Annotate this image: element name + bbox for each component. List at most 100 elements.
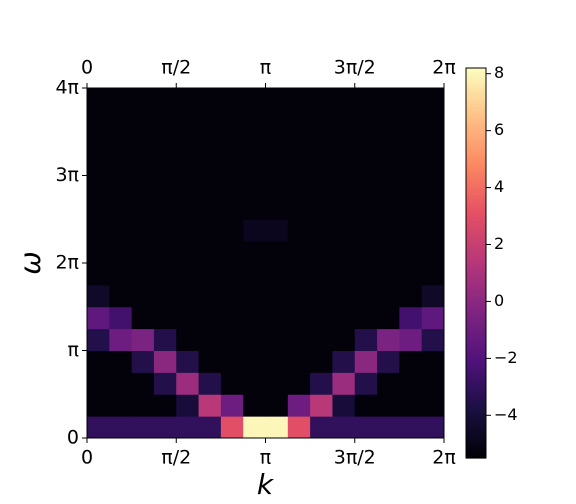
heatmap-cell (198, 197, 222, 220)
heatmap-cell (131, 175, 155, 198)
heatmap-cell (399, 350, 423, 373)
heatmap-cell (421, 284, 445, 308)
heatmap-cell (198, 306, 222, 330)
heatmap-cell (109, 175, 133, 198)
heatmap-cell (354, 175, 378, 198)
heatmap-cell (131, 131, 155, 155)
heatmap (87, 88, 445, 439)
heatmap-cell (153, 306, 177, 330)
heatmap-cell (220, 109, 244, 133)
heatmap-cell (310, 306, 333, 330)
x-tick-label-top: π (260, 57, 271, 79)
heatmap-cell (198, 175, 222, 198)
heatmap-cell (176, 109, 200, 133)
colorbar-step (466, 116, 486, 121)
colorbar-step (466, 406, 486, 410)
heatmap-cell (421, 328, 445, 351)
colorbar-step (466, 302, 486, 306)
heatmap-cell (287, 350, 311, 373)
heatmap-cell (310, 263, 333, 286)
colorbar-step (466, 81, 486, 85)
heatmap-cell (153, 416, 177, 439)
heatmap-cell (399, 328, 423, 351)
heatmap-cell (332, 219, 356, 242)
heatmap-cell (377, 131, 400, 155)
colorbar-step (466, 399, 486, 404)
heatmap-cell (176, 219, 200, 242)
heatmap-cell (287, 175, 311, 198)
heatmap-cell (243, 153, 266, 176)
colorbar-step (466, 162, 486, 167)
heatmap-cell (265, 88, 289, 111)
heatmap-cell (109, 109, 133, 133)
y-tick-label: 3π (55, 164, 79, 186)
heatmap-cell (377, 241, 400, 264)
heatmap-cell (87, 131, 110, 155)
heatmap-cell (265, 197, 289, 220)
heatmap-cell (220, 197, 244, 220)
heatmap-cell (220, 394, 244, 417)
y-axis-label: ω (14, 251, 47, 274)
heatmap-cell (377, 350, 400, 373)
heatmap-cell (198, 350, 222, 373)
heatmap-cell (198, 416, 222, 439)
heatmap-cell (399, 131, 423, 155)
colorbar-step (466, 266, 486, 271)
heatmap-cell (220, 372, 244, 395)
heatmap-cell (332, 175, 356, 198)
colorbar-step (466, 396, 486, 401)
heatmap-cell (265, 306, 289, 330)
colorbar-step (466, 376, 486, 381)
heatmap-cell (287, 284, 311, 308)
colorbar-step (466, 428, 486, 433)
heatmap-cell (243, 394, 266, 417)
heatmap-cell (176, 284, 200, 308)
colorbar-step (466, 373, 486, 378)
colorbar-step (466, 155, 486, 160)
heatmap-cell (176, 131, 200, 155)
heatmap-cell (220, 241, 244, 264)
colorbar-step (466, 344, 486, 349)
colorbar-step (466, 331, 486, 336)
heatmap-cell (109, 153, 133, 176)
heatmap-cell (287, 241, 311, 264)
heatmap-cell (354, 416, 378, 439)
heatmap-cell (421, 394, 445, 417)
colorbar-step (466, 172, 486, 176)
heatmap-cell (153, 219, 177, 242)
colorbar-step (466, 191, 486, 196)
heatmap-cell (153, 328, 177, 351)
heatmap-cell (377, 394, 400, 417)
heatmap-cell (198, 394, 222, 417)
x-tick-label: 3π/2 (334, 447, 376, 469)
colorbar-step (466, 324, 486, 329)
heatmap-cell (377, 153, 400, 176)
heatmap-cell (198, 219, 222, 242)
heatmap-cell (310, 131, 333, 155)
heatmap-cell (220, 88, 244, 111)
heatmap-cell (176, 153, 200, 176)
heatmap-cell (421, 197, 445, 220)
heatmap-cell (220, 263, 244, 286)
heatmap-cell (287, 153, 311, 176)
colorbar-step (466, 84, 486, 89)
colorbar-step (466, 74, 486, 79)
colorbar-tick-label: −2 (494, 348, 518, 367)
heatmap-cell (310, 197, 333, 220)
heatmap-cell (421, 416, 445, 439)
heatmap-cell (220, 153, 244, 176)
colorbar-step (466, 227, 486, 232)
heatmap-cell (87, 219, 110, 242)
colorbar-step (466, 250, 486, 254)
heatmap-cell (220, 350, 244, 373)
colorbar-step (466, 152, 486, 157)
colorbar-step (466, 402, 486, 407)
heatmap-cell (109, 350, 133, 373)
colorbar-step (466, 178, 486, 183)
heatmap-cell (176, 241, 200, 264)
heatmap-cell (109, 131, 133, 155)
heatmap-cell (87, 88, 110, 111)
heatmap-cell (377, 306, 400, 330)
heatmap-cell (176, 328, 200, 351)
heatmap-cell (153, 88, 177, 111)
